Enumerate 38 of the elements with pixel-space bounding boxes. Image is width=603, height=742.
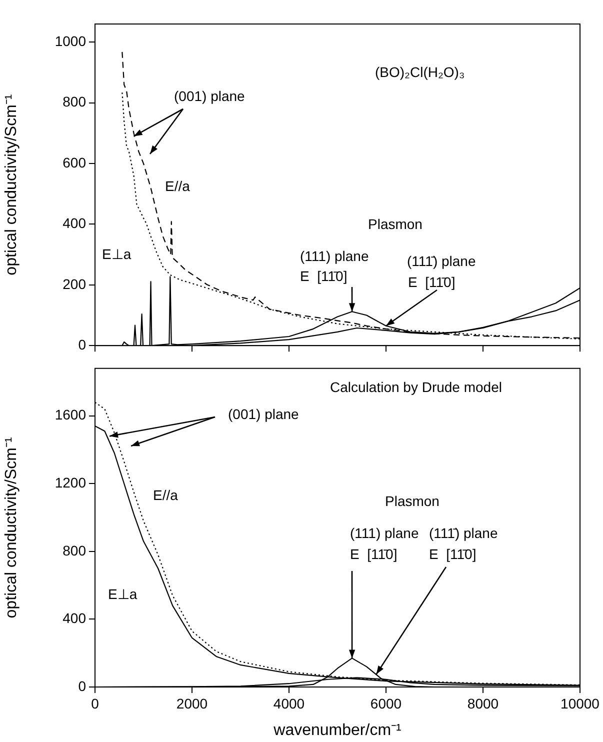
annotation: (111) plane bbox=[350, 524, 419, 541]
y-tick-label: 400 bbox=[62, 215, 86, 232]
y-tick-label: 1600 bbox=[54, 406, 86, 423]
y-tick-label: 0 bbox=[78, 336, 86, 352]
x-tick-label: 6000 bbox=[370, 695, 402, 712]
annotation: E⊥a bbox=[108, 586, 138, 602]
y-axis-title: optical conductivity/Scm⁻¹ bbox=[3, 437, 20, 618]
annotation: E//a bbox=[165, 178, 190, 194]
x-tick-label: 2000 bbox=[176, 695, 208, 712]
annotation: E [11̄0] bbox=[300, 268, 348, 284]
annotation: E [11̄0] bbox=[408, 274, 456, 290]
y-tick-label: 200 bbox=[62, 276, 86, 292]
annotation: (111̄) plane bbox=[407, 252, 476, 269]
annotation: E [11̄0] bbox=[350, 546, 398, 562]
annotation: (001) plane bbox=[174, 88, 246, 104]
annotation: E⊥a bbox=[102, 246, 132, 262]
x-tick-label: 10000 bbox=[560, 695, 600, 712]
x-tick-label: 4000 bbox=[273, 695, 305, 712]
annotation: (BO)₂Cl(H₂O)₃ bbox=[375, 64, 465, 80]
y-axis-title: optical conductivity/Scm⁻¹ bbox=[3, 94, 20, 276]
annotation: E//a bbox=[153, 486, 178, 503]
y-tick-label: 800 bbox=[62, 94, 86, 110]
y-tick-label: 0 bbox=[78, 678, 86, 694]
annotation: E [11̄0] bbox=[429, 546, 476, 562]
x-axis-title: wavenumber/cm⁻¹ bbox=[272, 722, 402, 739]
y-tick-label: 1200 bbox=[54, 474, 86, 490]
x-tick-label: 8000 bbox=[467, 695, 499, 712]
annotation: (001) plane bbox=[228, 406, 300, 422]
y-tick-label: 800 bbox=[62, 542, 86, 558]
y-tick-label: 600 bbox=[62, 154, 86, 170]
annotation: Plasmon bbox=[385, 492, 440, 509]
y-tick-label: 1000 bbox=[54, 33, 86, 50]
annotation: (111) plane bbox=[300, 248, 369, 264]
annotation: Plasmon bbox=[368, 216, 422, 232]
annotation: (111̄) plane bbox=[429, 524, 498, 541]
x-tick-label: 0 bbox=[91, 695, 100, 712]
y-tick-label: 400 bbox=[62, 610, 86, 626]
annotation: Calculation by Drude model bbox=[330, 378, 502, 395]
